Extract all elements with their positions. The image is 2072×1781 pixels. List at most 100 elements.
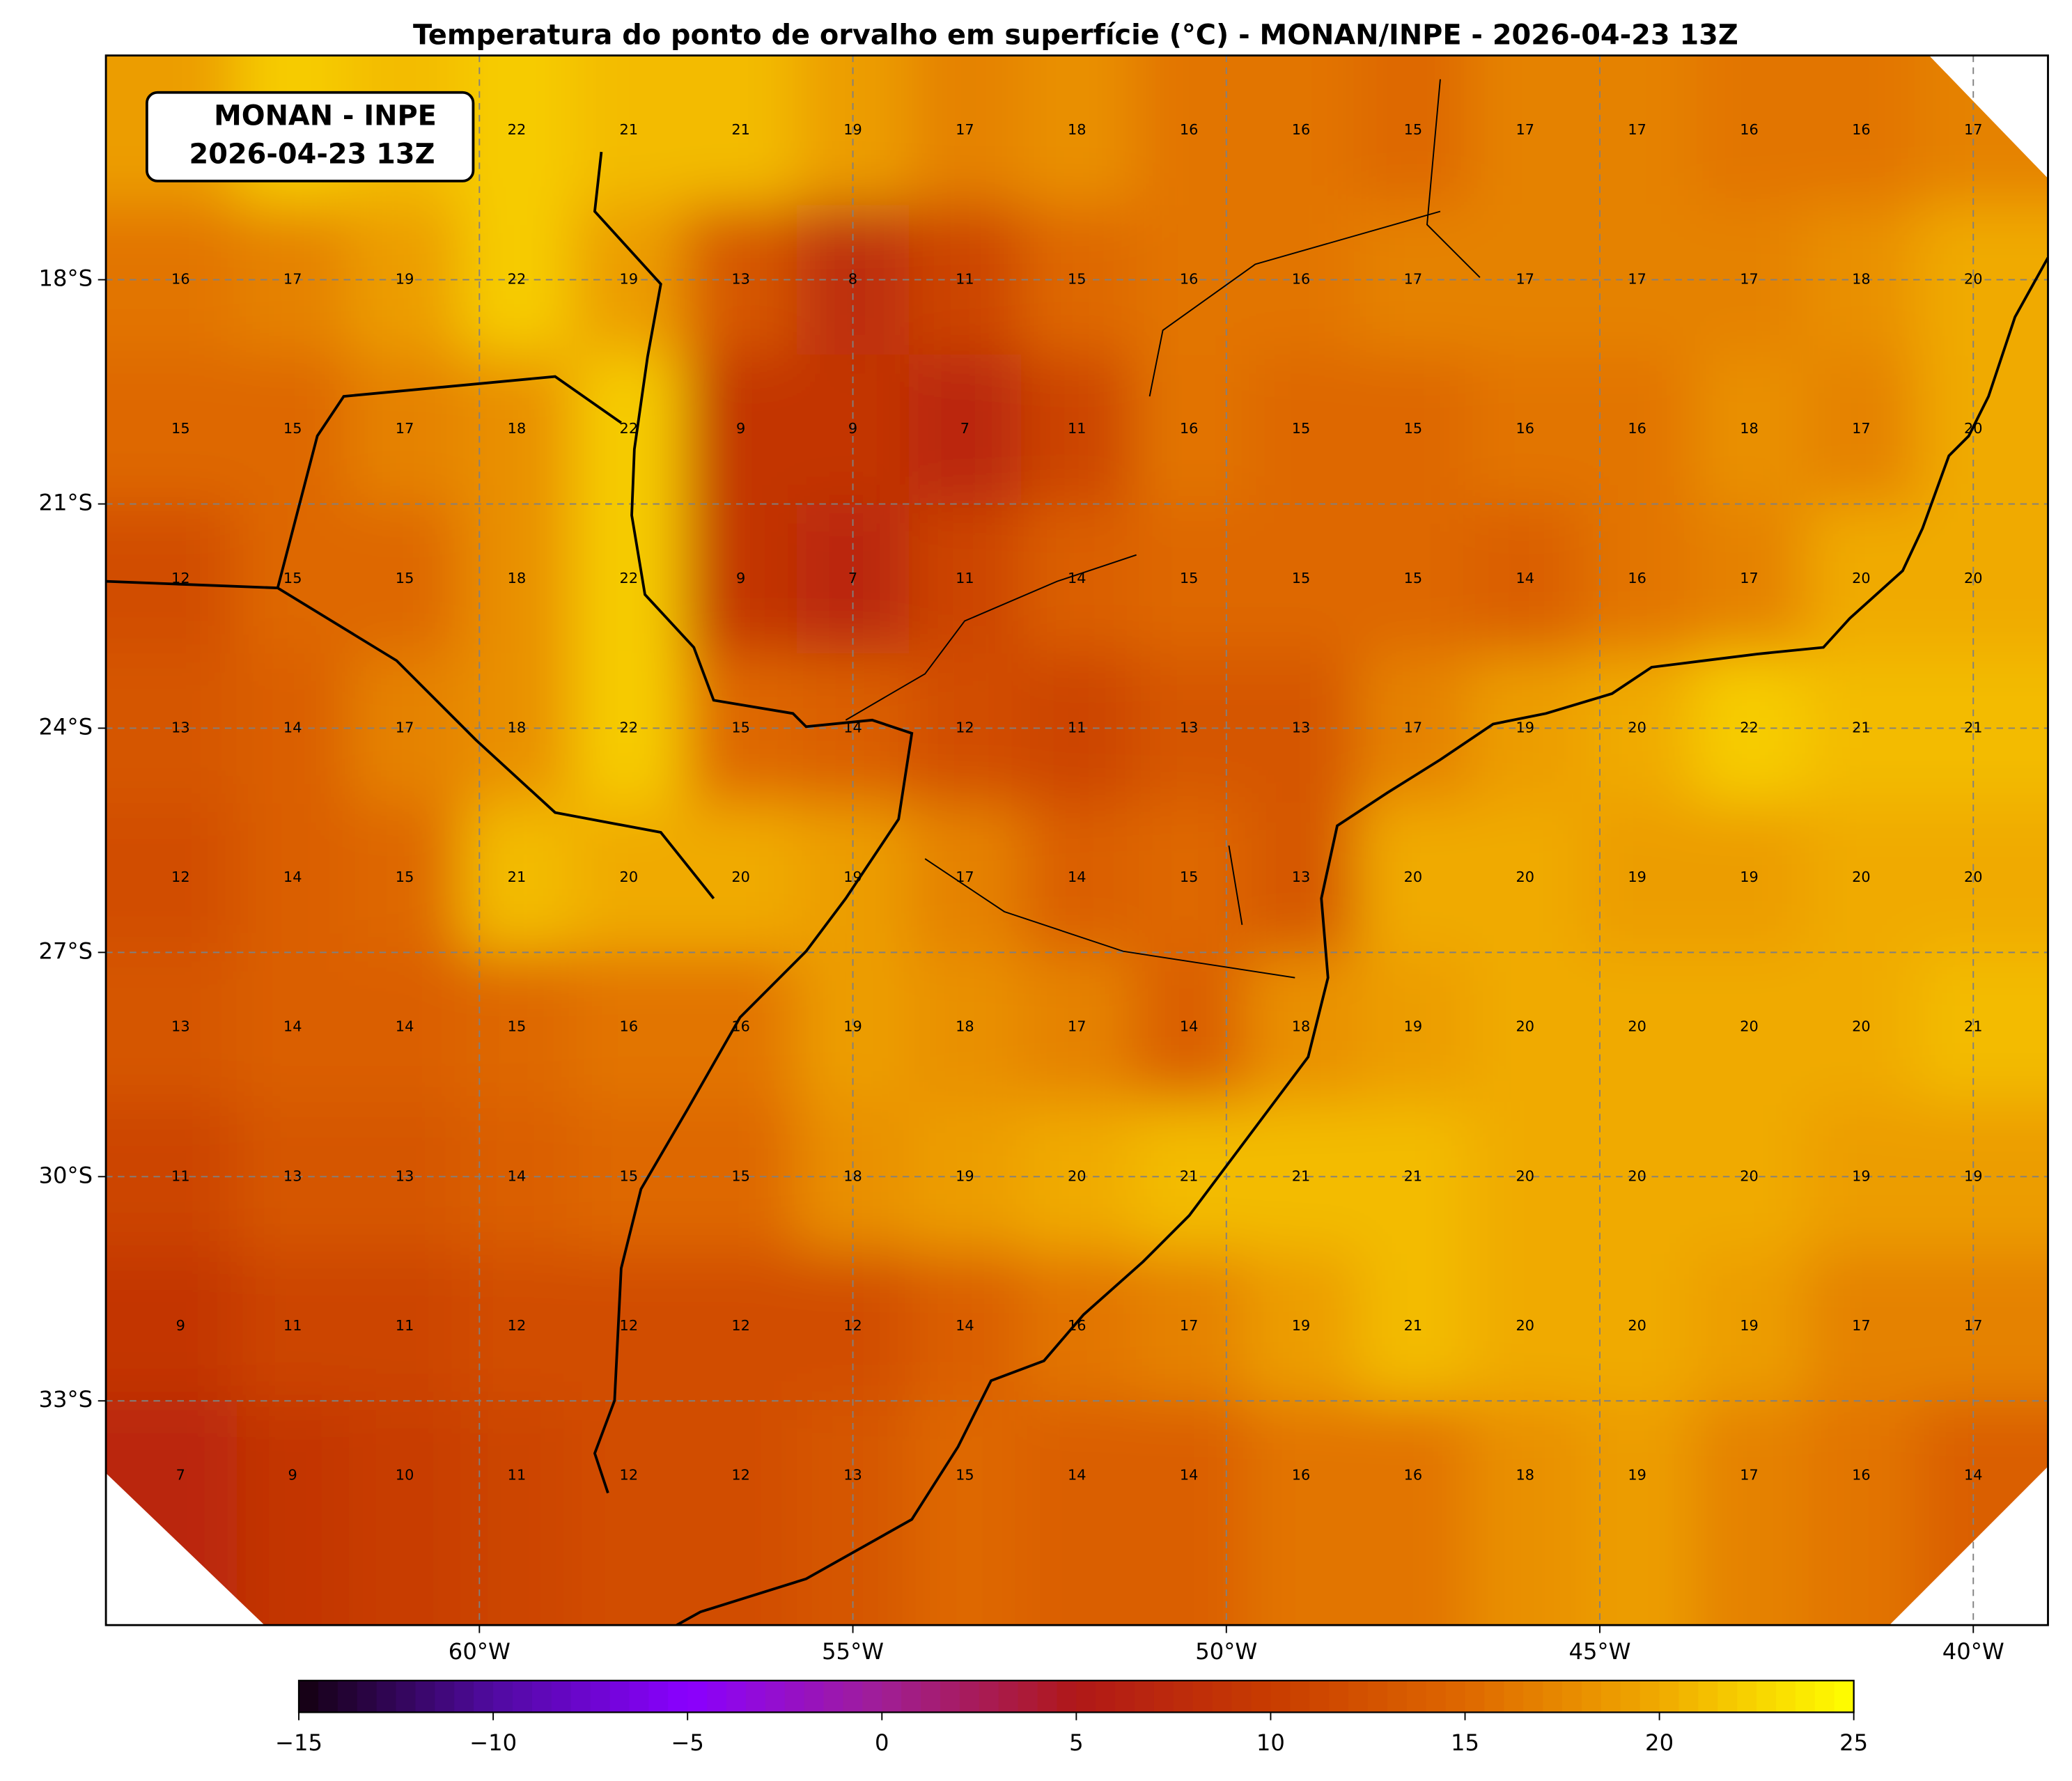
value-label: 21 <box>1404 1317 1423 1334</box>
colorbar-segment <box>1096 1680 1116 1713</box>
value-label: 17 <box>956 121 974 138</box>
colorbar-segment <box>1367 1680 1388 1713</box>
value-label: 21 <box>1404 1167 1423 1184</box>
value-label: 11 <box>283 1317 302 1334</box>
field-cell <box>1805 802 1919 954</box>
value-label: 17 <box>396 420 414 437</box>
value-label: 19 <box>1740 1317 1759 1334</box>
value-label: 19 <box>1516 719 1535 736</box>
field-cell <box>1245 504 1359 655</box>
x-tick-label: 55°W <box>822 1638 884 1665</box>
colorbar-segment <box>1387 1680 1408 1713</box>
field-cell <box>1245 55 1359 207</box>
value-label: 15 <box>1180 570 1199 586</box>
value-label: 16 <box>1292 121 1311 138</box>
value-label: 17 <box>1740 570 1759 586</box>
field-cell <box>1132 354 1247 506</box>
colorbar-segment <box>707 1680 727 1713</box>
value-label: 16 <box>1180 121 1199 138</box>
colorbar-segment <box>1717 1680 1738 1713</box>
value-label: 15 <box>731 1167 750 1184</box>
colorbar-segment <box>337 1680 358 1713</box>
field-cell <box>1805 504 1919 655</box>
value-label: 14 <box>396 1018 414 1035</box>
colorbar-segment <box>415 1680 436 1713</box>
value-label: 13 <box>1292 719 1311 736</box>
colorbar-segment <box>1504 1680 1525 1713</box>
value-label: 19 <box>1292 1317 1311 1334</box>
colorbar-segment <box>1290 1680 1311 1713</box>
value-label: 15 <box>1404 121 1423 138</box>
field-cell <box>1805 55 1919 207</box>
field-cell <box>1132 55 1247 207</box>
field-cell <box>1020 1251 1135 1403</box>
value-label: 12 <box>956 719 974 736</box>
value-label: 15 <box>1292 420 1311 437</box>
value-label: 18 <box>508 420 527 437</box>
y-tick-label: 24°S <box>39 713 93 740</box>
field-cell <box>1357 504 1471 655</box>
value-label: 12 <box>171 869 190 885</box>
colorbar-segment <box>1212 1680 1233 1713</box>
colorbar-segment <box>1581 1680 1602 1713</box>
field-cell <box>1917 504 2048 655</box>
value-label: 7 <box>176 1467 185 1484</box>
colorbar-segment <box>318 1680 338 1713</box>
country-border <box>593 151 914 1494</box>
value-label: 17 <box>1740 1467 1759 1484</box>
value-label: 16 <box>1628 570 1646 586</box>
field-cell <box>572 1401 687 1626</box>
value-label: 17 <box>283 271 302 288</box>
dewpoint-field <box>106 55 2048 1626</box>
value-label: 13 <box>171 1018 190 1035</box>
y-tick-label: 18°S <box>39 265 93 292</box>
value-label: 15 <box>1068 271 1086 288</box>
value-label: 12 <box>843 1317 862 1334</box>
value-label: 16 <box>620 1018 639 1035</box>
field-cell <box>1020 354 1135 506</box>
colorbar-segment <box>454 1680 475 1713</box>
value-label: 22 <box>508 121 527 138</box>
value-label: 20 <box>1964 570 1983 586</box>
colorbar-segment <box>1834 1680 1855 1713</box>
field-cell <box>236 354 350 506</box>
colorbar-segment <box>357 1680 377 1713</box>
colorbar: −15 −10 −5 0 5 10 15 20 25 <box>275 1679 1868 1756</box>
field-cell <box>1469 55 1583 207</box>
colorbar-segment <box>1562 1680 1582 1713</box>
colorbar-segment <box>940 1680 960 1713</box>
field-cell <box>1469 802 1583 954</box>
value-label: 16 <box>1628 420 1646 437</box>
field-cell <box>908 802 1022 954</box>
colorbar-tick-label: −15 <box>275 1729 322 1756</box>
value-label: 11 <box>508 1467 527 1484</box>
value-label: 20 <box>1964 420 1983 437</box>
value-label: 20 <box>1516 1167 1535 1184</box>
colorbar-segment <box>1776 1680 1796 1713</box>
colorbar-segment <box>668 1680 689 1713</box>
value-label: 15 <box>396 570 414 586</box>
value-label: 20 <box>1516 1018 1535 1035</box>
value-label: 14 <box>283 869 302 885</box>
colorbar-segment <box>570 1680 591 1713</box>
field-cell <box>1693 1251 1807 1403</box>
coastline <box>676 256 2048 1626</box>
value-label: 19 <box>396 271 414 288</box>
value-label: 18 <box>1292 1018 1311 1035</box>
colorbar-segment <box>1600 1680 1621 1713</box>
colorbar-segment <box>1756 1680 1777 1713</box>
value-label: 15 <box>1404 570 1423 586</box>
value-label: 9 <box>736 570 745 586</box>
colorbar-segment <box>1115 1680 1136 1713</box>
field-cell <box>1245 1251 1359 1403</box>
value-label: 14 <box>1068 570 1086 586</box>
field-cell <box>348 504 462 655</box>
colorbar-segment <box>299 1680 319 1713</box>
colorbar-segment <box>1659 1680 1680 1713</box>
field-cell <box>572 55 687 207</box>
value-label: 11 <box>1068 719 1086 736</box>
value-label: 16 <box>731 1018 750 1035</box>
colorbar-segment <box>1426 1680 1447 1713</box>
value-label: 15 <box>731 719 750 736</box>
colorbar-tick-label: 10 <box>1256 1729 1285 1756</box>
